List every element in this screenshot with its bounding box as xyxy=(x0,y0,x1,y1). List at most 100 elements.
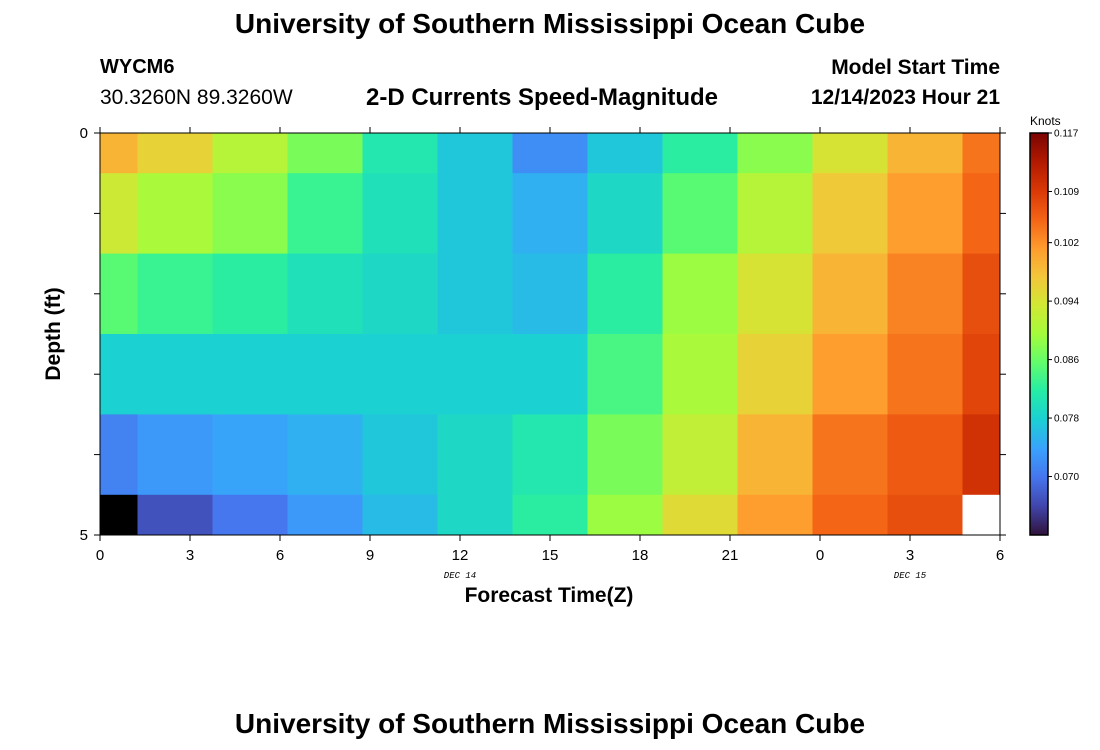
heatmap-cell xyxy=(512,253,588,335)
heatmap-cell xyxy=(362,133,438,174)
heatmap-cell xyxy=(737,494,813,536)
heatmap-cell xyxy=(512,173,588,255)
x-axis-label-wrap: Forecast Time(Z) xyxy=(0,584,1100,608)
heatmap-cell xyxy=(137,133,213,174)
x-tick-label: 3 xyxy=(186,547,194,564)
heatmap-cell xyxy=(362,253,438,335)
x-tick-label: 9 xyxy=(366,547,374,564)
heatmap-cell xyxy=(212,253,288,335)
heatmap-cell xyxy=(962,173,1001,255)
heatmap-cell xyxy=(812,173,888,255)
heatmap-cell xyxy=(512,133,588,174)
colorbar-tick-label: 0.078 xyxy=(1054,414,1079,425)
colorbar-tick-label: 0.109 xyxy=(1054,187,1079,198)
x-tick-label: 12 xyxy=(452,547,469,564)
heatmap-cell xyxy=(812,133,888,174)
heatmap-cell xyxy=(212,173,288,255)
heatmap-cell xyxy=(812,334,888,415)
heatmap-cell xyxy=(662,253,738,335)
colorbar-tick-label: 0.094 xyxy=(1054,297,1079,308)
heatmap-cell xyxy=(887,133,963,174)
colorbar-tick-label: 0.102 xyxy=(1054,238,1079,249)
x-tick-label: 6 xyxy=(276,547,284,564)
heatmap-cell xyxy=(587,494,663,536)
heatmap-cell xyxy=(137,494,213,536)
heatmap-cell xyxy=(100,133,138,174)
heatmap-cell xyxy=(512,334,588,415)
heatmap-cell xyxy=(212,133,288,174)
x-tick-label: 6 xyxy=(996,547,1004,564)
heatmap-cell xyxy=(437,494,513,536)
station-coordinates: 30.3260N 89.3260W xyxy=(100,86,293,109)
heatmap-cell xyxy=(287,173,363,255)
heatmap-cell xyxy=(962,334,1001,415)
heatmap-cell xyxy=(737,414,813,496)
heatmap-cell xyxy=(737,133,813,174)
model-start-value: 12/14/2023 Hour 21 xyxy=(810,86,1000,109)
colorbar-title: Knots xyxy=(1030,114,1061,128)
x-tick-label: 18 xyxy=(632,547,649,564)
colorbar: 0.117 0.109 0.102 0.094 0.086 0.078 0.070 xyxy=(1029,129,1079,536)
model-start-label: Model Start Time xyxy=(831,56,1000,79)
heatmap-cell xyxy=(137,414,213,496)
heatmap-cell xyxy=(100,334,138,415)
heatmap-cell xyxy=(287,253,363,335)
date-label: DEC 14 xyxy=(444,571,476,581)
heatmap-cell xyxy=(212,414,288,496)
x-tick-label: 15 xyxy=(542,547,559,564)
heatmap-cell xyxy=(737,253,813,335)
colorbar-bar xyxy=(1029,132,1049,536)
heatmap-cell xyxy=(662,414,738,496)
heatmap-cell xyxy=(100,494,138,536)
heatmap-cell xyxy=(812,494,888,536)
heatmap-cell xyxy=(737,173,813,255)
heatmap-cell xyxy=(887,173,963,255)
heatmap-cell xyxy=(662,334,738,415)
heatmap-cell xyxy=(362,494,438,536)
heatmap-cell xyxy=(137,173,213,255)
heatmap-cell xyxy=(362,173,438,255)
heatmap-cell xyxy=(962,414,1001,496)
heatmap-cell xyxy=(812,414,888,496)
x-tick-label: 3 xyxy=(906,547,914,564)
heatmap-cell xyxy=(962,494,1001,536)
heatmap-cell xyxy=(287,334,363,415)
heatmap-cell xyxy=(212,494,288,536)
heatmap-cell xyxy=(100,414,138,496)
heatmap-cell xyxy=(887,494,963,536)
x-tick-label: 0 xyxy=(816,547,824,564)
heatmap-cell xyxy=(287,494,363,536)
x-axis-label: Forecast Time(Z) xyxy=(464,584,634,607)
heatmap-cell xyxy=(437,133,513,174)
heatmap-cell xyxy=(512,494,588,536)
heatmap-cell xyxy=(587,253,663,335)
heatmap-cell xyxy=(662,173,738,255)
heatmap-cell xyxy=(137,334,213,415)
heatmap-cell xyxy=(587,173,663,255)
page-title: University of Southern Mississippi Ocean… xyxy=(234,8,866,39)
heatmap-cell xyxy=(362,334,438,415)
colorbar-tick-label: 0.070 xyxy=(1054,472,1079,483)
heatmap-cell xyxy=(437,414,513,496)
heatmap-cell xyxy=(100,253,138,335)
heatmap-cell xyxy=(812,253,888,335)
station-id: WYCM6 xyxy=(100,56,175,78)
heatmap-cell xyxy=(512,414,588,496)
heatmap-cell xyxy=(362,414,438,496)
heatmap-cell xyxy=(662,133,738,174)
colorbar-tick-label: 0.117 xyxy=(1054,129,1079,140)
heatmap-cell xyxy=(437,334,513,415)
heatmap-cell xyxy=(962,253,1001,335)
heatmap-cell xyxy=(587,334,663,415)
heatmap-cell xyxy=(887,414,963,496)
heatmap-cell xyxy=(962,133,1001,174)
y-tick-label: 0 xyxy=(80,125,88,142)
heatmap-cells xyxy=(100,133,1001,536)
heatmap-cell xyxy=(887,253,963,335)
heatmap-cell xyxy=(737,334,813,415)
heatmap-cell xyxy=(587,133,663,174)
heatmap-cell xyxy=(662,494,738,536)
colorbar-tick-label: 0.086 xyxy=(1054,355,1079,366)
